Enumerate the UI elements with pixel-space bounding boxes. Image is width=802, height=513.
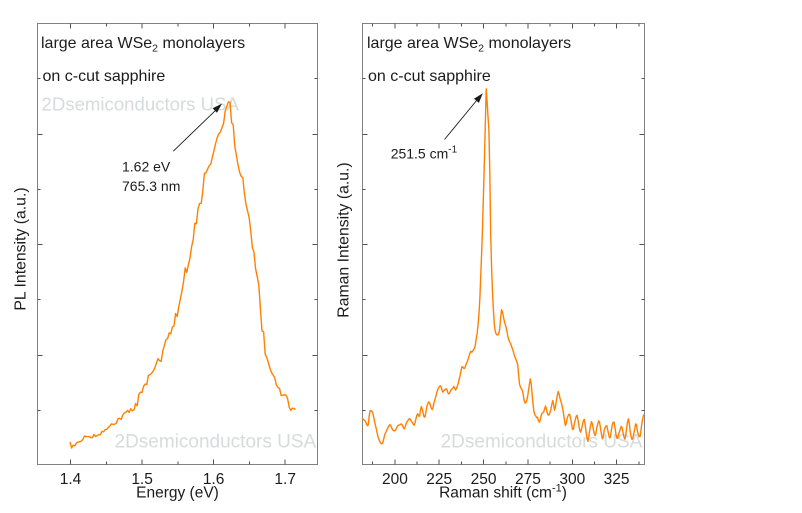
- svg-text:225: 225: [426, 471, 452, 488]
- svg-text:2Dsemiconductors USA: 2Dsemiconductors USA: [441, 432, 643, 453]
- svg-text:PL Intensity (a.u.): PL Intensity (a.u.): [13, 187, 30, 310]
- svg-text:1.6: 1.6: [203, 471, 225, 488]
- svg-text:2Dsemiconductors USA: 2Dsemiconductors USA: [42, 94, 240, 115]
- svg-text:325: 325: [604, 471, 630, 488]
- svg-text:Raman Intensity (a.u.): Raman Intensity (a.u.): [336, 162, 353, 317]
- svg-text:Raman shift (cm-1): Raman shift (cm-1): [439, 483, 567, 502]
- svg-text:1.62 eV: 1.62 eV: [122, 159, 171, 175]
- svg-text:200: 200: [382, 471, 408, 488]
- svg-text:large area WSe2 monolayers: large area WSe2 monolayers: [367, 35, 571, 55]
- svg-text:1.4: 1.4: [60, 471, 82, 488]
- svg-text:large area WSe2 monolayers: large area WSe2 monolayers: [41, 35, 245, 55]
- svg-text:on c-cut sapphire: on c-cut sapphire: [368, 68, 491, 85]
- svg-text:on c-cut sapphire: on c-cut sapphire: [43, 68, 166, 85]
- svg-text:275: 275: [515, 471, 541, 488]
- svg-text:765.3 nm: 765.3 nm: [122, 178, 180, 194]
- svg-text:2Dsemiconductors USA: 2Dsemiconductors USA: [115, 432, 317, 453]
- svg-text:1.5: 1.5: [131, 471, 153, 488]
- svg-text:1.7: 1.7: [274, 471, 296, 488]
- svg-text:250: 250: [471, 471, 497, 488]
- svg-text:251.5 cm-1: 251.5 cm-1: [391, 145, 458, 162]
- svg-text:300: 300: [559, 471, 585, 488]
- svg-text:Energy (eV): Energy (eV): [136, 485, 219, 502]
